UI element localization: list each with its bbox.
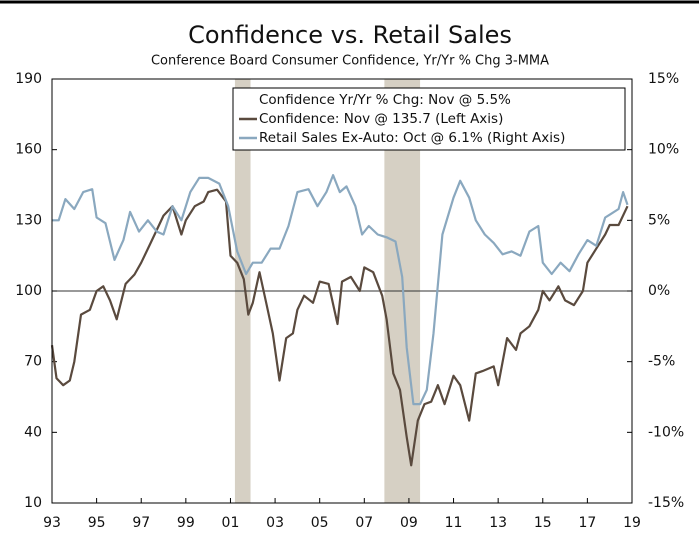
y-tick-label: 130 (15, 212, 42, 228)
x-tick-label: 97 (132, 515, 150, 531)
x-tick-label: 01 (222, 515, 240, 531)
x-tick-label: 11 (445, 515, 463, 531)
series-line (52, 174, 629, 406)
y2-tick-label: -10% (648, 424, 684, 440)
y-tick-label: 100 (15, 283, 42, 299)
y-tick-label: 40 (24, 424, 42, 440)
x-tick-label: 93 (43, 515, 61, 531)
plot-frame (51, 78, 633, 504)
legend-title: Confidence Yr/Yr % Chg: Nov @ 5.5% (259, 92, 511, 108)
x-tick-label: 15 (534, 515, 552, 531)
y2-tick-label: 10% (648, 142, 679, 158)
y-tick-label: 70 (24, 354, 42, 370)
x-tick-label: 05 (311, 515, 329, 531)
x-tick-label: 03 (266, 515, 284, 531)
x-tick-label: 09 (400, 515, 418, 531)
y2-tick-label: -5% (648, 354, 675, 370)
legend-label: Retail Sales Ex-Auto: Oct @ 6.1% (Right … (259, 130, 565, 146)
x-tick-label: 95 (88, 515, 106, 531)
legend-label: Confidence: Nov @ 135.7 (Left Axis) (259, 111, 503, 127)
x-tick-label: 17 (578, 515, 596, 531)
series-line (50, 188, 629, 467)
chart-subtitle: Conference Board Consumer Confidence, Yr… (151, 54, 549, 69)
y2-tick-label: 5% (648, 212, 670, 228)
y-tick-label: 10 (24, 495, 42, 511)
y2-tick-label: -15% (648, 495, 684, 511)
y-tick-label: 190 (15, 71, 42, 87)
legend-box (232, 87, 626, 151)
y-tick-label: 160 (15, 142, 42, 158)
x-tick-label: 99 (177, 515, 195, 531)
x-tick-label: 07 (355, 515, 373, 531)
y2-tick-label: 15% (648, 71, 679, 87)
x-tick-label: 13 (489, 515, 507, 531)
x-tick-label: 19 (623, 515, 641, 531)
chart-title: Confidence vs. Retail Sales (188, 21, 512, 49)
y2-tick-label: 0% (648, 283, 670, 299)
